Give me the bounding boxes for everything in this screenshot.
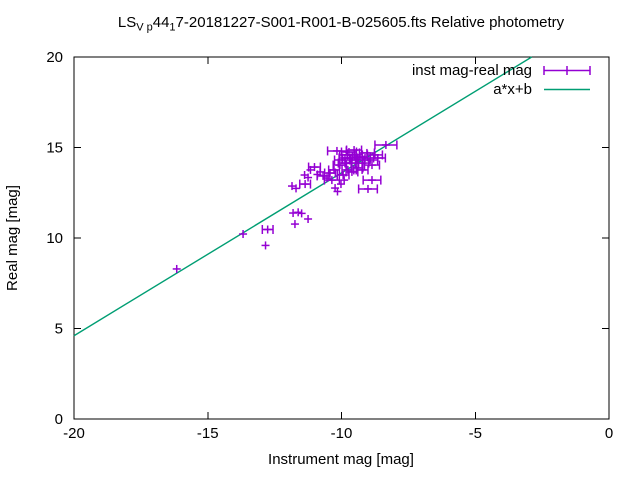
data-point — [362, 175, 382, 185]
y-axis-label: Real mag [mag] — [4, 185, 21, 291]
data-point — [333, 187, 342, 196]
data-point — [355, 165, 369, 175]
y-tick-label: 10 — [46, 230, 63, 247]
data-point — [369, 153, 387, 163]
data-point — [357, 184, 379, 194]
y-tick-label: 5 — [55, 321, 63, 338]
data-point — [294, 208, 303, 217]
data-point — [345, 145, 363, 155]
data-point — [341, 165, 355, 175]
data-point — [288, 182, 297, 191]
data-point — [300, 171, 309, 180]
data-point — [326, 146, 348, 156]
legend-sample — [543, 66, 591, 75]
data-point — [374, 140, 398, 150]
data-point — [363, 160, 381, 170]
data-point — [292, 184, 301, 193]
data-point — [261, 241, 270, 250]
x-tick-label: 0 — [605, 425, 613, 442]
data-point — [350, 163, 364, 173]
data-point — [299, 179, 312, 189]
legend: inst mag-real mag a*x+b — [412, 62, 591, 98]
data-point — [297, 209, 306, 218]
axis-tick-labels: -20 -15 -10 -5 0 0 5 10 15 20 — [46, 49, 613, 442]
legend-label: inst mag-real mag — [412, 62, 532, 79]
data-point — [323, 175, 341, 185]
data-point — [290, 220, 299, 229]
data-point — [338, 153, 352, 163]
x-tick-label: -10 — [331, 425, 353, 442]
data-point — [304, 214, 313, 223]
data-points — [172, 140, 398, 273]
x-tick-label: -5 — [469, 425, 482, 442]
fit-line-segment — [73, 56, 533, 337]
data-point — [261, 224, 274, 234]
chart-title: LSV p4417-20181227-S001-R001-B-025605.ft… — [118, 14, 565, 34]
data-point — [239, 230, 248, 239]
data-point — [172, 264, 181, 273]
data-point — [345, 167, 359, 177]
legend-label: a*x+b — [493, 81, 532, 98]
x-axis-label: Instrument mag [mag] — [268, 451, 414, 468]
x-tick-label: -15 — [197, 425, 219, 442]
axis-ticks — [73, 56, 610, 420]
y-tick-label: 0 — [55, 411, 63, 428]
x-tick-label: -20 — [63, 425, 85, 442]
y-tick-label: 20 — [46, 49, 63, 66]
y-tick-label: 15 — [46, 140, 63, 157]
plot-border — [73, 56, 610, 420]
data-point — [340, 176, 349, 185]
fit-line — [73, 56, 533, 337]
data-point — [323, 168, 337, 178]
data-point — [307, 162, 322, 172]
